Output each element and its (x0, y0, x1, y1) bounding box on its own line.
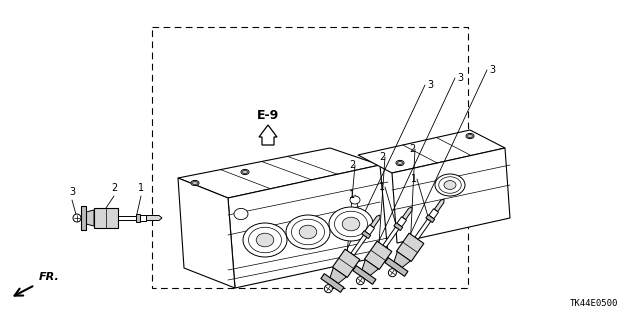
Circle shape (73, 214, 81, 222)
Polygon shape (353, 266, 376, 284)
Circle shape (356, 277, 364, 285)
Ellipse shape (329, 207, 373, 241)
Ellipse shape (342, 217, 360, 231)
Polygon shape (81, 206, 86, 230)
Ellipse shape (466, 133, 474, 138)
Ellipse shape (243, 223, 287, 257)
Ellipse shape (291, 219, 324, 245)
Polygon shape (358, 130, 505, 173)
Text: 1: 1 (138, 183, 144, 193)
Ellipse shape (435, 174, 465, 196)
Ellipse shape (191, 181, 199, 186)
Polygon shape (429, 209, 438, 219)
Polygon shape (385, 258, 408, 276)
Ellipse shape (248, 227, 282, 253)
Polygon shape (140, 215, 146, 221)
Polygon shape (178, 178, 235, 288)
Polygon shape (136, 214, 140, 222)
Ellipse shape (396, 160, 404, 166)
Polygon shape (371, 215, 380, 228)
Text: TK44E0500: TK44E0500 (570, 299, 618, 308)
Bar (152, 27, 468, 288)
Text: 1: 1 (411, 174, 417, 184)
Text: E-9: E-9 (257, 109, 279, 122)
Ellipse shape (350, 196, 360, 204)
Circle shape (388, 269, 396, 277)
Text: 3: 3 (489, 65, 495, 75)
Polygon shape (396, 233, 424, 262)
Polygon shape (392, 148, 510, 243)
Ellipse shape (439, 177, 461, 193)
Polygon shape (364, 241, 392, 270)
Text: FR.: FR. (39, 272, 60, 282)
Ellipse shape (234, 208, 248, 219)
Polygon shape (178, 148, 380, 198)
Ellipse shape (444, 181, 456, 189)
Ellipse shape (335, 211, 367, 237)
Polygon shape (403, 207, 412, 219)
Polygon shape (351, 235, 367, 256)
Polygon shape (383, 227, 399, 248)
Polygon shape (146, 216, 162, 220)
Text: 2: 2 (349, 160, 355, 170)
Polygon shape (321, 274, 344, 292)
Polygon shape (394, 223, 403, 231)
Polygon shape (332, 249, 360, 278)
Ellipse shape (286, 215, 330, 249)
Polygon shape (394, 252, 410, 267)
Ellipse shape (256, 233, 274, 247)
Polygon shape (94, 208, 118, 228)
Ellipse shape (243, 170, 248, 174)
Polygon shape (426, 215, 435, 223)
Polygon shape (362, 231, 371, 239)
Text: 2: 2 (111, 183, 117, 193)
Text: 2: 2 (379, 152, 385, 162)
Polygon shape (397, 217, 406, 227)
Polygon shape (259, 125, 277, 145)
Text: 3: 3 (427, 80, 433, 90)
Polygon shape (118, 216, 136, 220)
Text: 3: 3 (457, 73, 463, 83)
Polygon shape (365, 225, 374, 235)
Polygon shape (415, 219, 431, 240)
Ellipse shape (241, 169, 249, 174)
Ellipse shape (300, 225, 317, 239)
Polygon shape (330, 268, 346, 283)
Text: 1: 1 (349, 190, 355, 200)
Polygon shape (435, 199, 444, 211)
Polygon shape (228, 165, 388, 288)
Text: 1: 1 (379, 182, 385, 192)
Ellipse shape (397, 161, 403, 165)
Polygon shape (362, 260, 378, 275)
Circle shape (324, 285, 332, 293)
Polygon shape (86, 210, 94, 226)
Ellipse shape (193, 182, 197, 185)
Text: 2: 2 (409, 144, 415, 154)
Ellipse shape (468, 134, 472, 137)
Text: 3: 3 (69, 187, 75, 197)
